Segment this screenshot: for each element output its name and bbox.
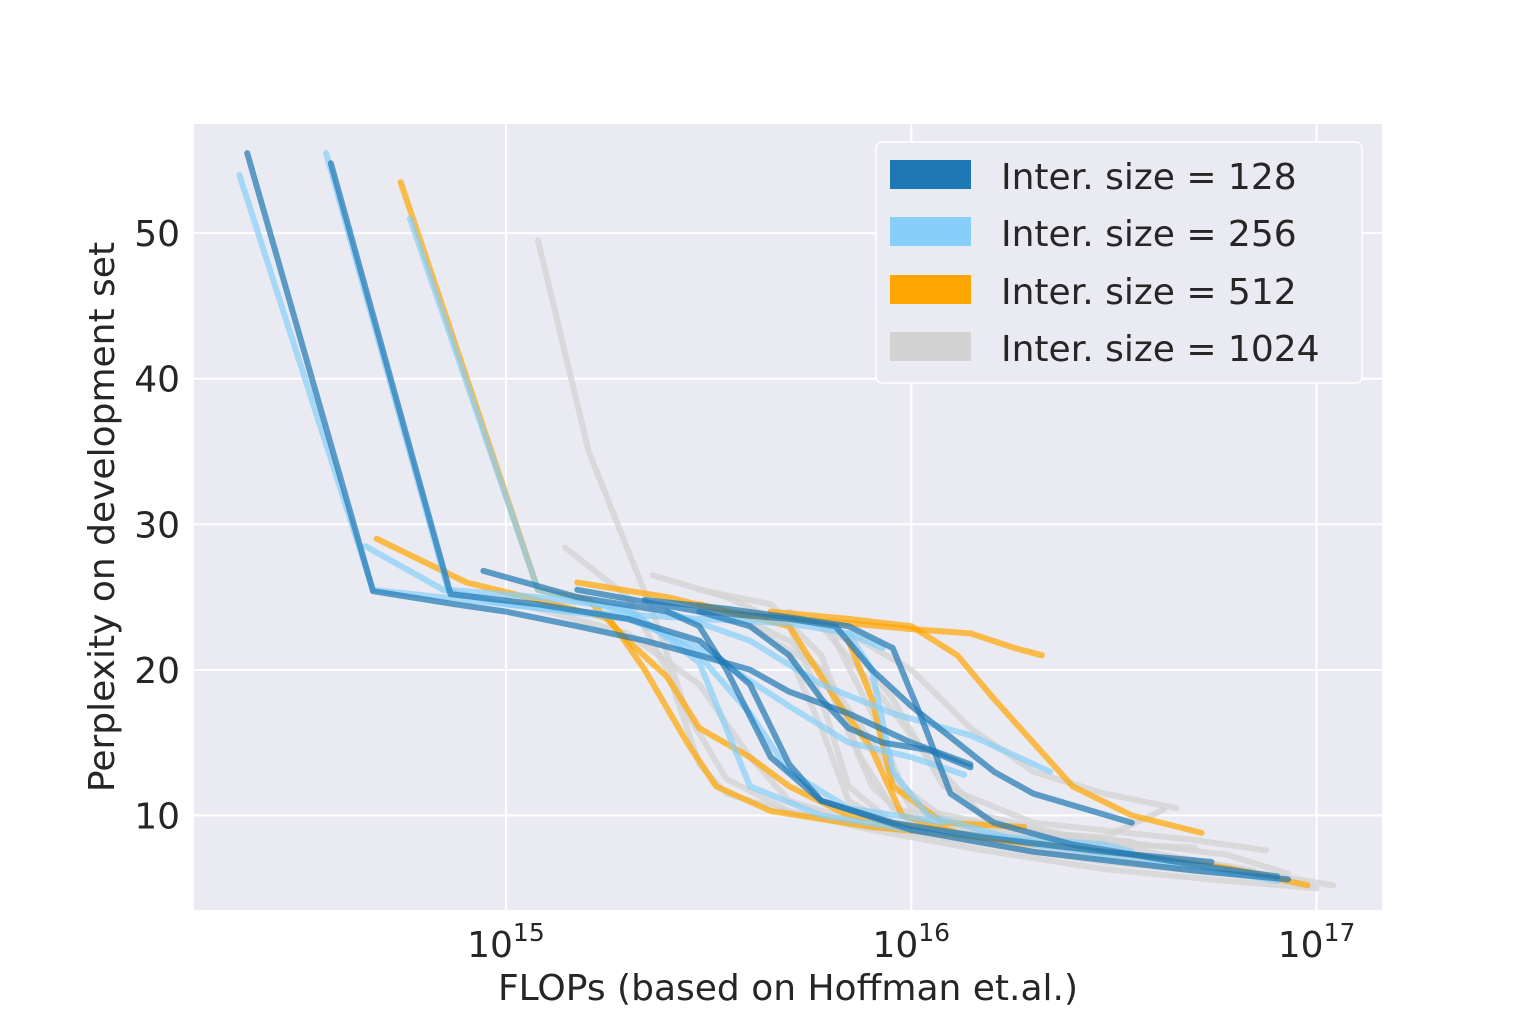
legend-label-128: Inter. size = 128 [1001,157,1297,198]
series-line-inter-256 [664,608,1054,775]
legend-swatch-1024 [890,332,971,361]
legend-swatch-512 [890,275,971,304]
y-tick-label: 10 [134,796,180,837]
x-tick-label: 1015 [467,918,545,966]
x-axis-label: FLOPs (based on Hoffman et.al.) [498,968,1078,1009]
series-line-inter-128 [244,150,974,768]
series-line-inter-128 [696,608,974,771]
series-line-inter-128 [480,567,1291,883]
legend-label-256: Inter. size = 256 [1001,214,1297,255]
y-tick-label: 50 [134,214,180,255]
x-tick-label: 1016 [872,918,950,966]
legend-swatch-256 [890,217,971,246]
legend-label-512: Inter. size = 512 [1001,272,1297,313]
x-axis-ticks: 1015 1016 1017 [467,918,1355,966]
series-layer [236,150,1337,892]
y-tick-label: 20 [134,651,180,692]
series-line-inter-128 [327,160,1215,865]
legend-swatch-128 [890,160,971,189]
legend-label-1024: Inter. size = 1024 [1001,329,1320,370]
x-tick-label: 1017 [1278,918,1356,966]
series-line-inter-512 [767,608,1205,836]
y-tick-label: 30 [134,505,180,546]
y-axis-label: Perplexity on development set [82,242,123,792]
legend-frame [875,141,1363,384]
series-line-inter-256 [407,215,947,826]
y-axis-ticks: 10 20 30 40 50 [134,214,180,837]
series-line-inter-128 [574,586,1135,826]
y-tick-label: 40 [134,360,180,401]
legend: Inter. size = 128 Inter. size = 256 Inte… [875,141,1363,384]
